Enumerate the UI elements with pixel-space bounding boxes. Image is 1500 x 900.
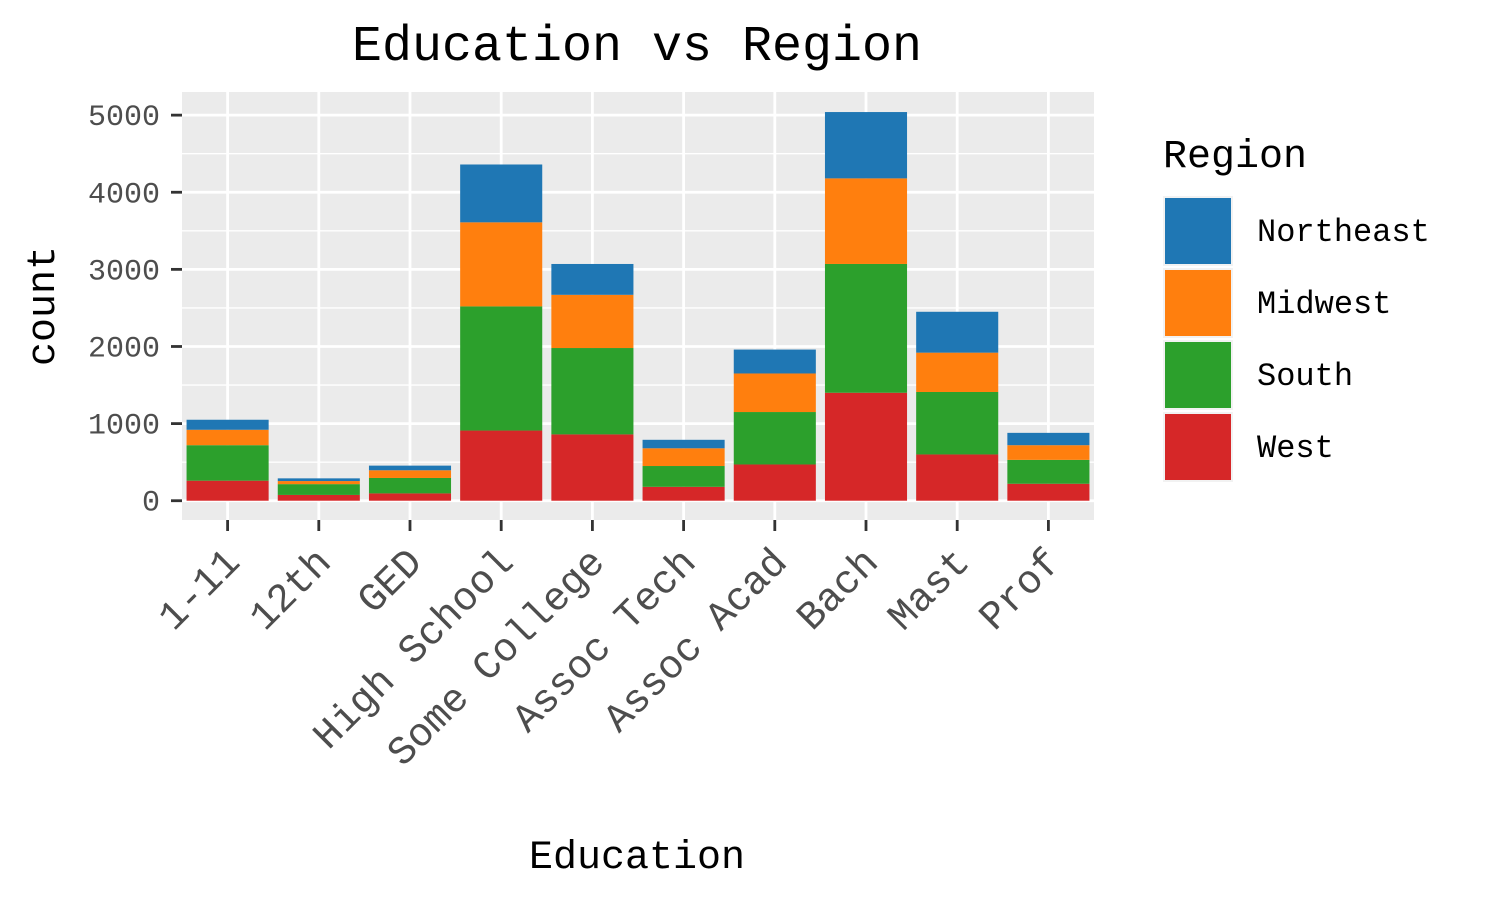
y-tick-label: 5000 [88,101,160,135]
bar-segment-south [186,445,269,481]
bar-segment-midwest [460,222,543,307]
bar-segment-northeast [368,465,452,471]
legend-label-west: West [1257,430,1334,467]
y-axis-title: count [22,246,67,366]
bar-segment-west [460,430,543,501]
bar-segment-south [824,263,908,393]
bar-segment-northeast [916,311,999,353]
bar-segment-northeast [642,439,725,449]
legend-swatch-northeast [1165,198,1231,264]
bar-segment-midwest [916,352,999,392]
x-tick-label: 1-11 [151,541,251,641]
legend-swatch-midwest [1165,270,1231,336]
y-tick-label: 4000 [88,178,160,212]
bar-segment-northeast [824,112,908,179]
bar-segment-west [551,434,634,501]
bar-segment-south [460,306,543,431]
bar-segment-west [1007,483,1090,501]
legend-items: Northeast Midwest South West [1163,196,1430,482]
x-tick-label: Prof [972,541,1072,641]
legend-label-midwest: Midwest [1257,286,1391,323]
x-axis-title: Education [529,836,745,881]
bar-segment-midwest [824,178,908,264]
x-tick-label: GED [350,541,433,624]
bar-segment-midwest [277,481,360,485]
bar-segment-midwest [186,429,269,446]
bar-segment-midwest [551,294,634,349]
bar-segment-south [1007,459,1090,484]
bar-segment-northeast [277,478,360,482]
bar-segment-south [916,391,999,455]
y-tick-label: 0 [142,487,160,521]
bar-segment-west [916,454,999,501]
legend: Region Northeast Midwest South West [1163,135,1430,482]
legend-swatch-south [1165,342,1231,408]
bar-segment-west [186,480,269,501]
bar-segment-northeast [186,419,269,430]
y-tick-label: 1000 [88,410,160,444]
x-tick-label: 12th [242,541,342,641]
bar-segment-south [551,348,634,435]
bar-segment-northeast [733,349,816,374]
bar-segment-south [642,466,725,487]
x-tick-label: Bach [789,541,889,641]
legend-label-south: South [1257,358,1353,395]
bar-segment-northeast [460,164,543,223]
legend-title: Region [1163,135,1307,180]
legend-swatch-west [1165,414,1231,480]
chart-title: Education vs Region [352,19,922,76]
bar-segment-midwest [733,373,816,413]
x-tick-label: Mast [881,541,981,641]
bar-segment-south [733,412,816,465]
bar-segment-west [642,486,725,501]
y-tick-label: 2000 [88,332,160,366]
legend-label-northeast: Northeast [1257,214,1430,251]
bars [186,112,1090,501]
bar-segment-west [824,392,908,501]
bar-segment-south [277,484,360,495]
bar-segment-northeast [551,263,634,295]
y-axis: 0 1000 2000 3000 4000 5000 [88,101,182,521]
bar-segment-midwest [368,470,452,478]
bar-segment-northeast [1007,432,1090,446]
y-tick-label: 3000 [88,255,160,289]
bar-segment-midwest [1007,445,1090,460]
bar-segment-west [277,494,360,501]
bar-segment-west [368,493,452,501]
bar-segment-south [368,477,452,494]
bar-segment-midwest [642,448,725,467]
bar-segment-west [733,464,816,501]
